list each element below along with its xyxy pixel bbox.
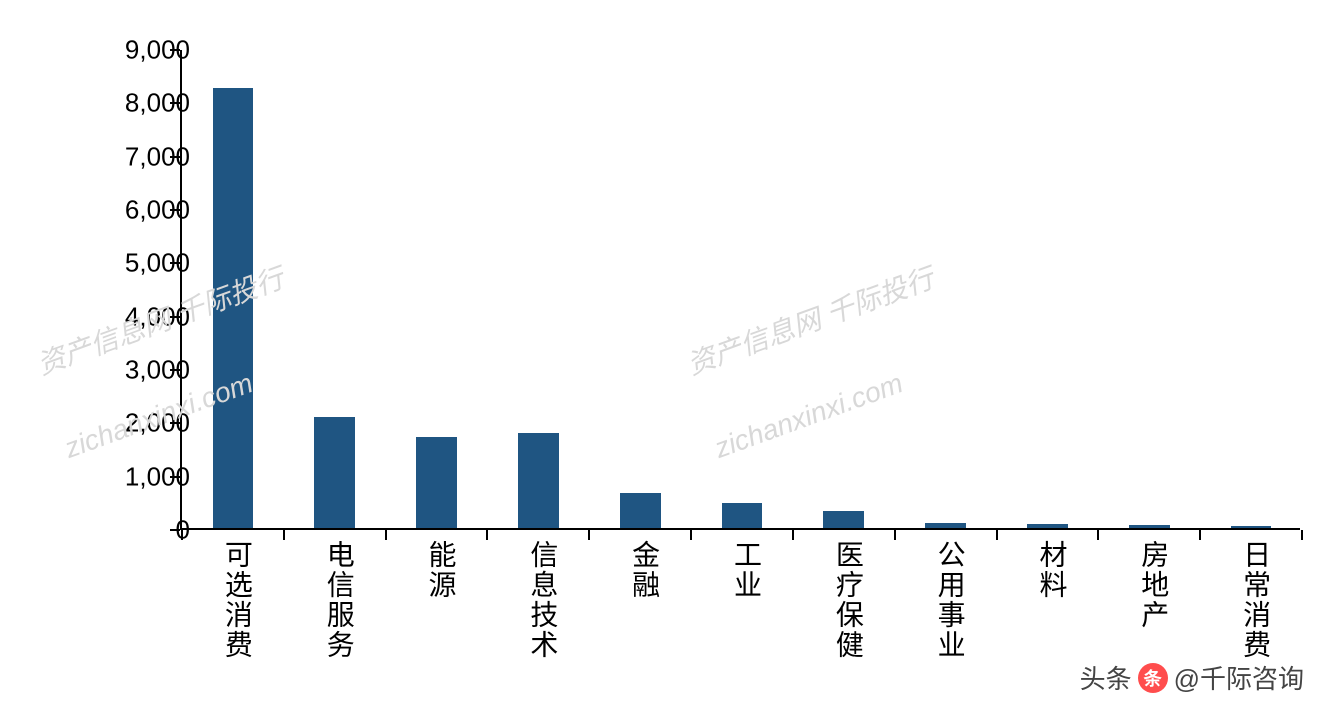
bar bbox=[1027, 524, 1068, 528]
x-tick bbox=[385, 530, 387, 540]
attribution-handle: @千际咨询 bbox=[1174, 659, 1304, 696]
x-tick bbox=[1301, 530, 1303, 540]
x-tick bbox=[690, 530, 692, 540]
attribution-prefix: 头条 bbox=[1080, 659, 1132, 696]
y-axis-label: 0 bbox=[80, 515, 190, 546]
y-axis-label: 1,000 bbox=[80, 461, 190, 492]
x-axis-label: 医疗保健 bbox=[828, 540, 868, 660]
bar bbox=[518, 433, 559, 528]
x-axis-label: 工业 bbox=[726, 540, 766, 600]
y-axis-label: 7,000 bbox=[80, 141, 190, 172]
toutiao-icon: 条 bbox=[1138, 663, 1168, 693]
x-axis-label: 金融 bbox=[624, 540, 664, 600]
x-tick bbox=[283, 530, 285, 540]
attribution: 头条 条 @千际咨询 bbox=[1080, 659, 1304, 696]
bar bbox=[722, 503, 763, 528]
y-axis-label: 5,000 bbox=[80, 248, 190, 279]
x-axis-label: 能源 bbox=[421, 540, 461, 600]
bar bbox=[1129, 525, 1170, 528]
y-axis-label: 9,000 bbox=[80, 35, 190, 66]
y-axis-label: 8,000 bbox=[80, 88, 190, 119]
bar bbox=[925, 523, 966, 528]
y-axis-label: 2,000 bbox=[80, 408, 190, 439]
bar bbox=[314, 417, 355, 528]
x-axis-label: 可选消费 bbox=[217, 540, 257, 660]
x-tick bbox=[996, 530, 998, 540]
bar bbox=[416, 437, 457, 528]
bar bbox=[213, 88, 254, 528]
bar-chart: 0 1,000 2,000 3,000 4,000 5,000 6,000 7,000 8,00… bbox=[40, 20, 1320, 700]
y-axis-label: 6,000 bbox=[80, 195, 190, 226]
x-axis-label: 电信服务 bbox=[319, 540, 359, 660]
x-tick bbox=[588, 530, 590, 540]
x-tick bbox=[1199, 530, 1201, 540]
x-axis-label: 材料 bbox=[1031, 540, 1071, 600]
bar bbox=[823, 511, 864, 528]
bar bbox=[620, 493, 661, 528]
x-tick bbox=[792, 530, 794, 540]
x-axis-label: 信息技术 bbox=[522, 540, 562, 660]
plot-area bbox=[180, 50, 1300, 530]
y-axis-label: 3,000 bbox=[80, 355, 190, 386]
x-axis-label: 日常消费 bbox=[1235, 540, 1275, 660]
x-tick bbox=[486, 530, 488, 540]
x-tick bbox=[1097, 530, 1099, 540]
x-axis-label: 房地产 bbox=[1133, 540, 1173, 630]
bar bbox=[1231, 526, 1272, 528]
x-axis-label: 公用事业 bbox=[930, 540, 970, 660]
y-axis-label: 4,000 bbox=[80, 301, 190, 332]
x-tick bbox=[894, 530, 896, 540]
